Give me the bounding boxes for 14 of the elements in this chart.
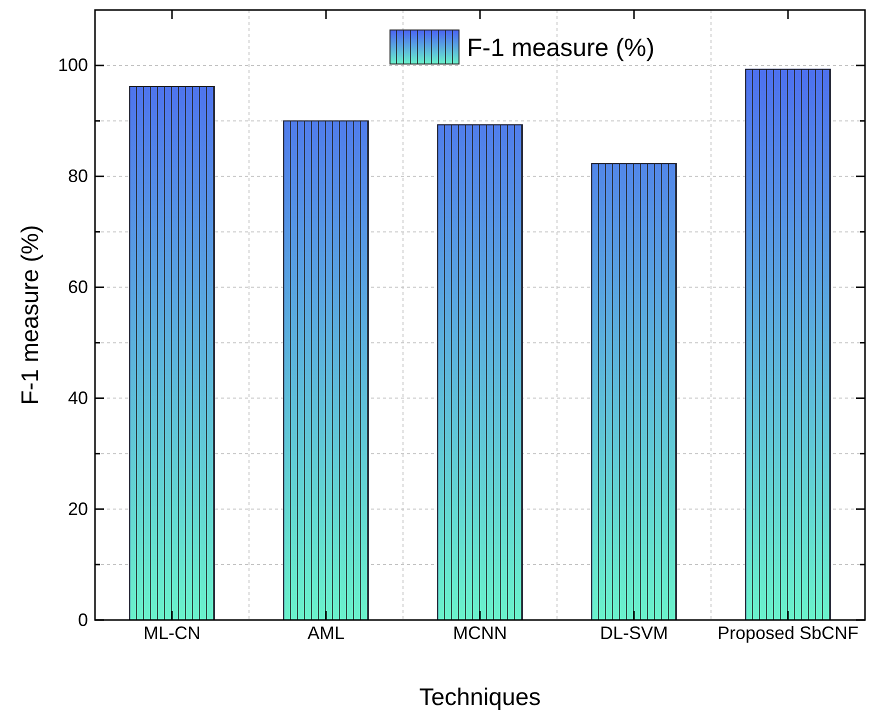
y-axis-title: F-1 measure (%): [17, 224, 44, 406]
x-axis-title: Techniques: [419, 684, 541, 711]
x-tick-label: Proposed SbCNF: [717, 623, 859, 644]
y-tick-label: 0: [78, 610, 88, 630]
y-tick-label: 40: [68, 388, 88, 408]
legend-label: F-1 measure (%): [467, 34, 655, 62]
y-tick-label: 80: [68, 166, 88, 186]
x-tick-label: DL-SVM: [600, 623, 668, 644]
y-tick-label: 100: [58, 55, 88, 76]
x-tick-label: AML: [307, 623, 345, 644]
x-tick-label: ML-CN: [144, 623, 200, 644]
y-tick-label: 20: [68, 498, 88, 519]
x-tick-label: MCNN: [453, 623, 507, 644]
y-tick-label: 60: [68, 277, 88, 298]
